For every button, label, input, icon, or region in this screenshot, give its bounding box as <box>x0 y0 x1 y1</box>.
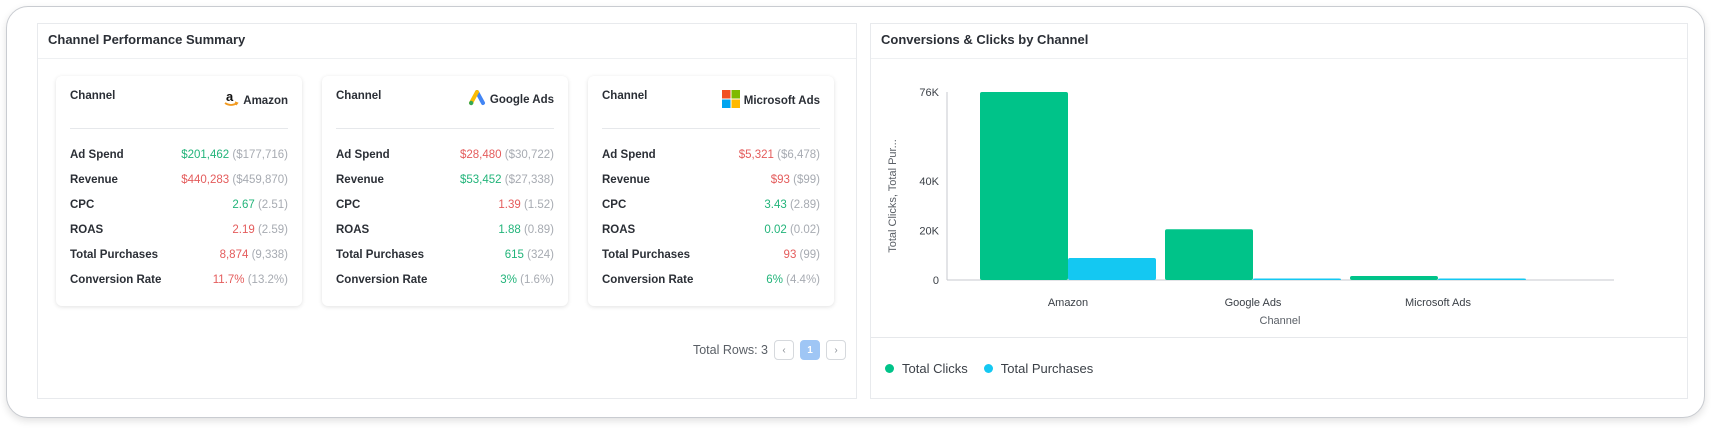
total-rows-text: Total Rows: 3 <box>692 343 768 357</box>
legend-dot-icon <box>885 364 894 373</box>
metric-row: Conversion Rate 6% (4.4%) <box>602 273 820 286</box>
divider <box>871 337 1687 338</box>
brand-name: Microsoft Ads <box>743 94 820 107</box>
metric-row: CPC 1.39 (1.52) <box>336 198 554 211</box>
bar-total-clicks-google-ads[interactable] <box>1165 229 1253 280</box>
metric-row: Total Purchases 93 (99) <box>602 248 820 261</box>
metric-row: Ad Spend $201,462 ($177,716) <box>70 148 288 161</box>
metric-row: Conversion Rate 3% (1.6%) <box>336 273 554 286</box>
channel-card-amazon: Channel a Amazon Ad Spend $201,462 ($177,… <box>56 76 302 306</box>
amazon-logo-icon: a <box>223 89 239 111</box>
bar-total-purchases-microsoft-ads[interactable] <box>1438 278 1526 281</box>
channel-card-microsoft-ads: Channel Microsoft Ads Ad Spend $5,321 ($6… <box>588 76 834 306</box>
metric-row: ROAS 0.02 (0.02) <box>602 223 820 236</box>
metric-row: Revenue $53,452 ($27,338) <box>336 173 554 186</box>
bar-chart: Total Clicks, Total Pur... Channel 0 20K 4… <box>887 87 1614 327</box>
metric-row: Revenue $93 ($99) <box>602 173 820 186</box>
chart-title: Conversions & Clicks by Channel <box>881 32 1089 47</box>
channel-performance-panel: Channel Performance Summary Channel a Am… <box>37 23 857 399</box>
next-page-button[interactable]: › <box>826 340 846 360</box>
divider <box>871 58 1687 59</box>
channel-brand: Google Ads <box>468 90 554 109</box>
metric-row: CPC 3.43 (2.89) <box>602 198 820 211</box>
legend-dot-icon <box>983 364 993 373</box>
x-tick-label: Microsoft Ads <box>1405 297 1472 309</box>
channel-brand: Microsoft Ads <box>721 90 820 111</box>
y-tick-label: 20K <box>919 226 939 238</box>
y-tick-label: 76K <box>919 87 939 99</box>
bar-total-clicks-amazon[interactable] <box>980 92 1068 280</box>
x-tick-label: Google Ads <box>1225 297 1282 309</box>
channel-label: Channel <box>602 90 648 102</box>
legend-item-total-purchases[interactable]: Total Purchases <box>983 361 1093 376</box>
metric-row: Total Purchases 615 (324) <box>336 248 554 261</box>
microsoft-logo-icon <box>721 90 740 111</box>
channel-card-google-ads: Channel Google Ads Ad Spend $28,480 ($30,… <box>322 76 568 306</box>
panel-title: Channel Performance Summary <box>48 32 246 47</box>
metrics-list: Ad Spend $5,321 ($6,478) Revenue $93 ($99)… <box>602 142 820 292</box>
y-tick-label: 0 <box>933 275 939 287</box>
brand-name: Google Ads <box>489 93 554 106</box>
chart-legend: Total Clicks Total Purchases <box>885 361 1093 376</box>
channel-label: Channel <box>70 90 116 102</box>
page-1-button[interactable]: 1 <box>800 340 820 360</box>
google-ads-logo-icon <box>468 90 486 109</box>
legend-item-total-clicks[interactable]: Total Clicks <box>885 361 968 376</box>
metric-row: ROAS 2.19 (2.59) <box>70 223 288 236</box>
channel-label: Channel <box>336 90 382 102</box>
y-tick-label: 40K <box>919 176 939 188</box>
metric-row: ROAS 1.88 (0.89) <box>336 223 554 236</box>
y-axis-label: Total Clicks, Total Pur... <box>887 139 899 253</box>
x-tick-label: Amazon <box>1048 297 1088 309</box>
x-axis-label: Channel <box>1260 315 1301 327</box>
metric-row: Total Purchases 8,874 (9,338) <box>70 248 288 261</box>
dashboard-frame: Channel Performance Summary Channel a Am… <box>6 6 1705 418</box>
bar-total-purchases-google-ads[interactable] <box>1253 278 1341 280</box>
brand-name: Amazon <box>243 94 288 107</box>
pagination: Total Rows: 3 ‹ 1 › <box>693 340 846 360</box>
bar-total-clicks-microsoft-ads[interactable] <box>1350 276 1438 280</box>
metric-row: Ad Spend $28,480 ($30,722) <box>336 148 554 161</box>
metric-row: Conversion Rate 11.7% (13.2%) <box>70 273 288 286</box>
metric-row: Ad Spend $5,321 ($6,478) <box>602 148 820 161</box>
prev-page-button[interactable]: ‹ <box>774 340 794 360</box>
metrics-list: Ad Spend $201,462 ($177,716) Revenue $440,… <box>70 142 288 292</box>
channel-brand: a Amazon <box>223 89 288 111</box>
conversions-chart-panel: Conversions & Clicks by Channel Total Cl… <box>870 23 1688 399</box>
metrics-list: Ad Spend $28,480 ($30,722) Revenue $53,452… <box>336 142 554 292</box>
divider <box>38 58 856 59</box>
metric-row: Revenue $440,283 ($459,870) <box>70 173 288 186</box>
bar-total-purchases-amazon[interactable] <box>1068 258 1156 280</box>
metric-row: CPC 2.67 (2.51) <box>70 198 288 211</box>
svg-text:a: a <box>226 90 234 104</box>
